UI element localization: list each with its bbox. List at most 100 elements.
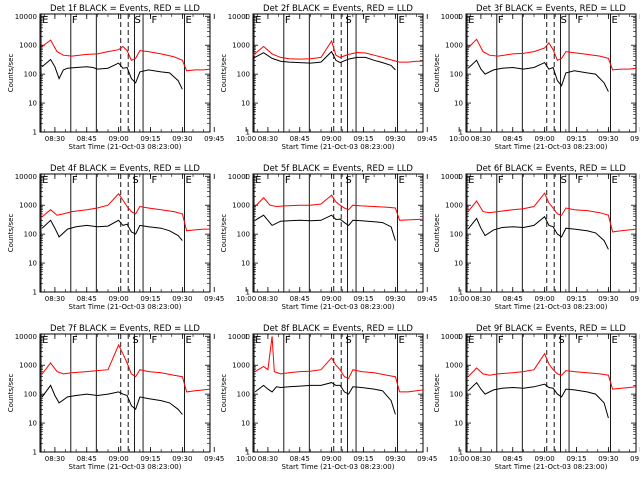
x-tick-label: 09:15 [566, 455, 586, 463]
mode-marker-label: E [42, 175, 48, 186]
mode-marker-label: F [365, 335, 371, 346]
events-series-line [41, 58, 183, 90]
x-axis-label: Start Time (21-Oct-03 08:23:00) [282, 463, 395, 471]
x-tick-label: 08:30 [45, 135, 65, 143]
lld-series-line [41, 39, 211, 72]
mode-marker-label: E [612, 335, 618, 346]
x-tick-label: 08:30 [471, 295, 491, 303]
y-axis-label: Counts/sec [220, 214, 228, 253]
mode-marker-label: E [42, 15, 48, 26]
plot-frame [252, 173, 424, 293]
x-tick-label: 08:30 [45, 455, 65, 463]
x-tick-label: 08:30 [471, 455, 491, 463]
mode-marker-label: E [399, 175, 405, 186]
x-axis-label: Start Time (21-Oct-03 08:23:00) [282, 303, 395, 311]
lld-series-line [41, 192, 210, 232]
y-axis-label: Counts/sec [433, 214, 441, 253]
chart-panel: Det 7f BLACK = Events, RED = LLD11010010… [7, 324, 256, 471]
y-tick-label: 10000 [15, 13, 37, 21]
x-tick-label: 09:00 [322, 455, 342, 463]
plot-frame [465, 13, 637, 133]
x-tick-label: 09:15 [353, 455, 373, 463]
x-tick-label: 09:30 [385, 295, 405, 303]
x-tick-label: 08:30 [258, 295, 278, 303]
events-series-line [254, 382, 396, 415]
events-series-line [254, 214, 396, 241]
y-tick-label: 1000 [445, 202, 463, 210]
x-tick-label: 08:45 [77, 135, 97, 143]
chart-title: Det 8f BLACK = Events, RED = LLD [263, 324, 413, 334]
mode-marker-label: E [468, 15, 474, 26]
mode-marker-label: E [255, 335, 261, 346]
mode-marker-label: S [132, 175, 138, 186]
x-tick-label: 08:45 [290, 455, 310, 463]
x-tick-label: 09:00 [109, 295, 129, 303]
y-tick-label: 10 [454, 260, 463, 268]
mode-marker-label: S [132, 335, 138, 346]
lld-series-line [467, 352, 637, 390]
y-tick-label: 1000 [445, 42, 463, 50]
chart-title: Det 4f BLACK = Events, RED = LLD [50, 164, 200, 174]
mode-marker-label: F [578, 175, 584, 186]
mode-marker-label: F [365, 15, 371, 26]
mode-marker-label: S [345, 15, 351, 26]
x-tick-label: 09:30 [598, 295, 618, 303]
y-tick-label: 10 [28, 100, 37, 108]
mode-marker-label: F [578, 335, 584, 346]
y-axis-label: Counts/sec [7, 374, 15, 413]
x-tick-label: 09:45 [417, 135, 437, 143]
y-tick-label: 100 [450, 391, 463, 399]
mode-marker-label: E [255, 175, 261, 186]
y-tick-label: 10 [28, 420, 37, 428]
x-tick-label: 08:45 [77, 295, 97, 303]
events-series-line [41, 219, 183, 241]
mode-marker-label: F [285, 335, 291, 346]
events-series-line [467, 59, 609, 92]
y-tick-label: 1 [459, 289, 463, 297]
x-tick-label: 09:00 [535, 455, 555, 463]
x-tick-label: 10:00 [449, 135, 469, 143]
x-tick-label: 09:00 [109, 455, 129, 463]
x-tick-label: 09:00 [322, 135, 342, 143]
x-tick-label: 09:45 [204, 455, 224, 463]
mode-marker-label: F [578, 15, 584, 26]
y-tick-label: 100 [237, 231, 250, 239]
y-tick-label: 10000 [441, 173, 463, 181]
x-tick-label: 09:30 [598, 455, 618, 463]
y-tick-label: 100 [450, 71, 463, 79]
x-tick-label: 09:30 [172, 455, 192, 463]
y-tick-label: 10 [241, 260, 250, 268]
x-axis-label: Start Time (21-Oct-03 08:23:00) [495, 143, 608, 151]
x-tick-label: 09:15 [353, 295, 373, 303]
y-tick-label: 10 [241, 420, 250, 428]
y-tick-label: 10000 [441, 13, 463, 21]
x-tick-label: 08:45 [503, 295, 523, 303]
mode-marker-label: F [152, 15, 158, 26]
x-tick-label: 09:15 [566, 135, 586, 143]
y-tick-label: 1 [459, 129, 463, 137]
lld-series-line [467, 38, 637, 71]
x-tick-label: 10:00 [236, 135, 256, 143]
x-tick-label: 10:00 [449, 455, 469, 463]
chart-title: Det 2f BLACK = Events, RED = LLD [263, 4, 413, 14]
y-tick-label: 1 [33, 289, 37, 297]
lld-series-line [252, 39, 423, 63]
chart-panel: Det 8f BLACK = Events, RED = LLD11010010… [220, 324, 469, 471]
plot-frame [465, 173, 637, 293]
x-tick-label: 09:00 [535, 135, 555, 143]
y-tick-label: 10000 [228, 173, 250, 181]
x-tick-label: 09:45 [417, 295, 437, 303]
mode-marker-label: F [72, 175, 78, 186]
plot-frame [39, 333, 211, 453]
y-tick-label: 100 [237, 391, 250, 399]
mode-marker-label: E [399, 15, 405, 26]
mode-marker-label: E [186, 335, 192, 346]
x-tick-label: 08:45 [77, 455, 97, 463]
plot-frame [252, 13, 424, 133]
chart-title: Det 5f BLACK = Events, RED = LLD [263, 164, 413, 174]
mode-marker-label: S [135, 15, 141, 26]
x-tick-label: 10:00 [236, 455, 256, 463]
x-tick-label: 09:15 [140, 455, 160, 463]
events-series-line [467, 215, 609, 250]
y-tick-label: 1 [246, 289, 250, 297]
